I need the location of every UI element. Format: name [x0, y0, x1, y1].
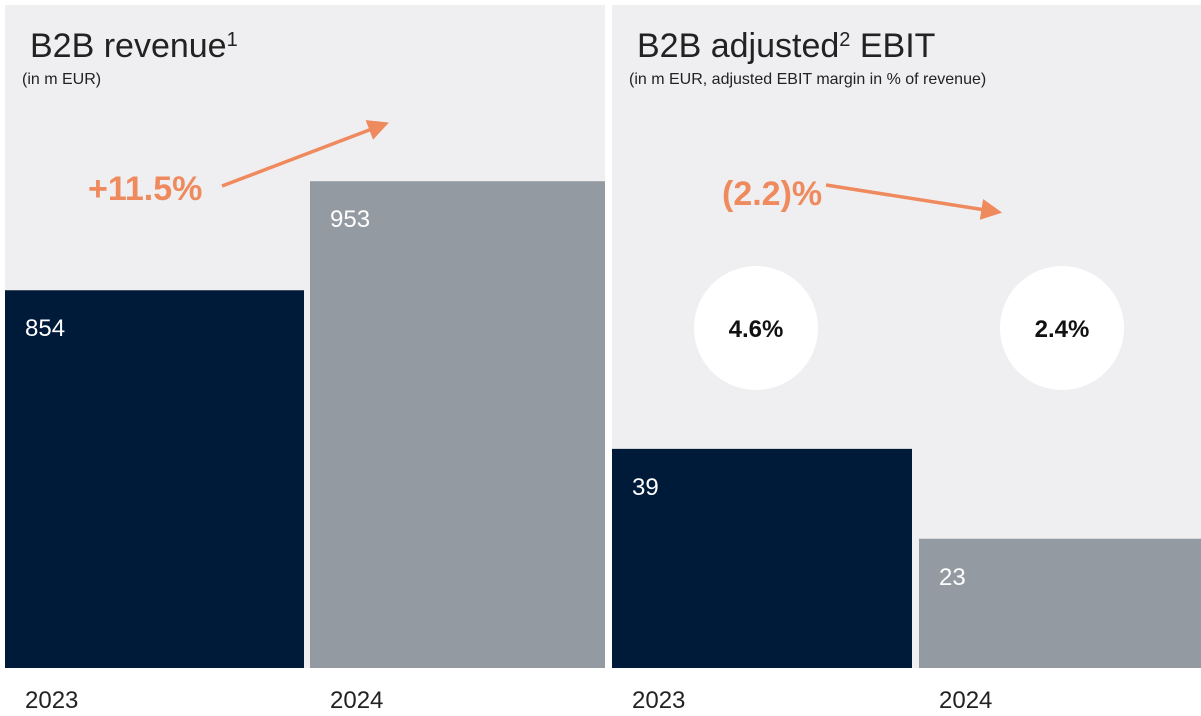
bar — [919, 538, 1201, 668]
title-text: EBIT — [850, 27, 935, 65]
value-label: 953 — [330, 206, 370, 233]
chart-subtitle: (in m EUR) — [22, 71, 101, 88]
margin-circle — [694, 266, 818, 390]
chart-title: B2B adjusted2 EBIT — [637, 27, 935, 65]
x-tick-label: 2024 — [939, 687, 992, 714]
margin-label: 2.4% — [1035, 316, 1090, 343]
change-label: (2.2)% — [722, 175, 822, 213]
title-footnote: 2 — [839, 29, 850, 51]
change-arrow — [221, 120, 389, 188]
x-tick-label: 2023 — [25, 687, 78, 714]
chart-title: B2B revenue1 — [30, 27, 238, 65]
chart-subtitle: (in m EUR, adjusted EBIT margin in % of … — [629, 71, 986, 88]
bar — [5, 290, 304, 668]
x-tick-label: 2023 — [632, 687, 685, 714]
change-label: +11.5% — [88, 170, 202, 208]
value-label: 23 — [939, 564, 966, 591]
value-label: 39 — [632, 474, 659, 501]
bar — [310, 181, 605, 668]
bar — [612, 448, 912, 668]
title-text: B2B revenue — [30, 27, 227, 65]
value-label: 854 — [25, 315, 65, 342]
margin-circle — [1000, 266, 1124, 390]
title-text: B2B adjusted — [637, 27, 839, 65]
x-tick-label: 2024 — [330, 687, 383, 714]
margin-label: 4.6% — [729, 316, 784, 343]
change-arrow — [825, 183, 1003, 220]
title-footnote: 1 — [227, 29, 238, 51]
